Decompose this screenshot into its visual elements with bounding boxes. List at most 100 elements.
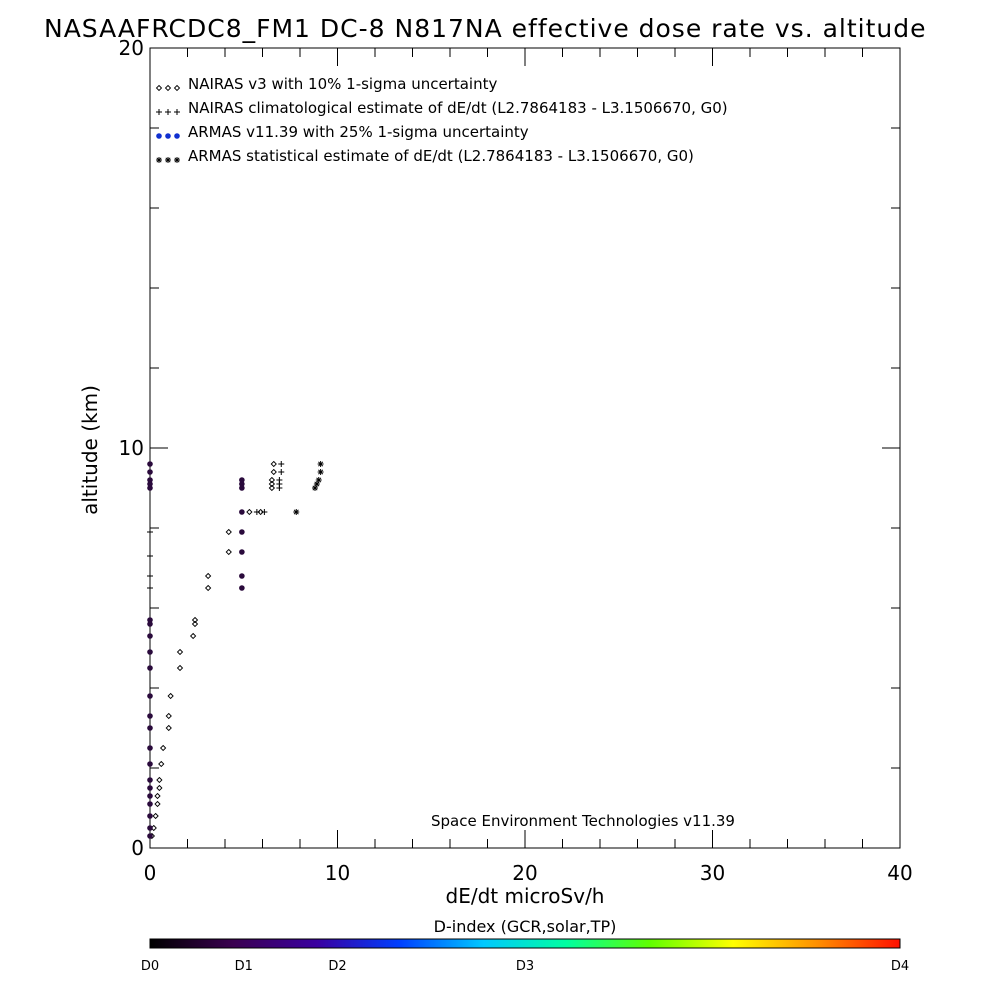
dot-point — [147, 801, 153, 807]
dot-point — [147, 461, 153, 467]
x-axis-label: dE/dt microSv/h — [446, 884, 605, 908]
legend: NAIRAS v3 with 10% 1-sigma uncertainty NA… — [155, 75, 728, 165]
dot-point — [239, 573, 245, 579]
plus-point — [147, 529, 153, 535]
x-tick-label: 10 — [325, 861, 350, 885]
asterisk-stroke — [318, 469, 324, 475]
colorbar-title: D-index (GCR,solar,TP) — [434, 917, 617, 936]
diamond-point — [159, 744, 167, 752]
diamond-point — [156, 784, 163, 792]
asterisk-stroke — [156, 157, 162, 163]
diamond-point — [167, 692, 174, 700]
dot-point — [147, 725, 153, 731]
annotation-credit: Space Environment Technologies v11.39 — [431, 812, 735, 830]
dot-point — [147, 713, 153, 719]
asterisk-point — [315, 477, 322, 483]
diamond-point — [191, 620, 199, 628]
colorbar-label: D1 — [235, 959, 253, 974]
dot-point — [239, 549, 245, 555]
diamond-point — [164, 84, 172, 92]
x-tick-label: 20 — [512, 861, 537, 885]
plus-point — [147, 573, 153, 579]
chart-title: NASAAFRCDC8_FM1 DC-8 N817NA effective do… — [44, 14, 927, 43]
x-axis-ticks: 0 10 20 30 40 — [144, 48, 913, 885]
plus-point — [261, 509, 268, 515]
dot-point — [147, 633, 153, 639]
dot-point — [147, 477, 153, 483]
dot-point — [147, 469, 153, 475]
dot-point — [147, 793, 153, 799]
legend-label: ARMAS statistical estimate of dE/dt (L2.… — [188, 147, 694, 165]
diamond-point — [270, 460, 277, 468]
diamond-point — [204, 584, 212, 592]
asterisk-stroke — [316, 477, 322, 483]
x-tick-label: 40 — [887, 861, 912, 885]
diamond-point — [257, 508, 264, 516]
diamond-point — [225, 528, 232, 536]
diamond-point — [154, 792, 161, 800]
diamond-point — [176, 664, 184, 672]
plus-point — [278, 469, 285, 475]
plus-point — [147, 553, 153, 559]
dot-point — [156, 133, 162, 139]
asterisk-stroke — [174, 157, 180, 163]
diamond-point — [191, 616, 199, 624]
dot-point — [239, 585, 245, 591]
dot-point — [147, 621, 153, 627]
y-tick-label: 20 — [119, 36, 144, 60]
legend-label: ARMAS v11.39 with 25% 1-sigma uncertaint… — [188, 123, 529, 141]
y-axis-label: altitude (km) — [78, 385, 102, 515]
diamond-point — [158, 760, 165, 768]
y-tick-label: 10 — [119, 436, 144, 460]
dot-point — [147, 777, 153, 783]
dot-point — [147, 665, 153, 671]
dot-point — [147, 785, 153, 791]
plus-point — [253, 509, 260, 515]
colorbar-label: D0 — [141, 959, 159, 974]
asterisk-stroke — [293, 509, 299, 515]
legend-label: NAIRAS v3 with 10% 1-sigma uncertainty — [188, 75, 497, 93]
dot-point — [239, 485, 245, 491]
diamond-point — [246, 508, 253, 516]
diamond-point — [189, 632, 197, 640]
dot-point — [147, 825, 153, 831]
diamond-point — [165, 724, 172, 732]
plus-point — [276, 477, 283, 483]
asterisk-point — [317, 469, 324, 475]
plus-point — [278, 461, 285, 467]
diamond-point — [176, 648, 184, 656]
diamond-point — [155, 84, 163, 92]
dot-point — [239, 509, 245, 515]
dot-point — [165, 133, 171, 139]
diamond-point — [270, 468, 277, 476]
x-tick-label: 0 — [144, 861, 157, 885]
dot-point — [147, 745, 153, 751]
dot-point — [147, 833, 153, 839]
dot-point — [147, 761, 153, 767]
colorbar-labels: D0 D1 D2 D3 D4 — [141, 959, 909, 974]
dot-point — [174, 133, 180, 139]
y-tick-label: 0 — [131, 836, 144, 860]
dot-point — [239, 481, 245, 487]
dot-point — [147, 485, 153, 491]
dot-point — [147, 649, 153, 655]
plus-point — [147, 585, 153, 591]
diamond-point — [225, 548, 232, 556]
colorbar — [149, 938, 901, 949]
diamond-point — [268, 484, 276, 492]
asterisk-stroke — [318, 461, 324, 467]
dot-point — [239, 477, 245, 483]
dot-point — [147, 617, 153, 623]
dot-point — [147, 481, 153, 487]
diamond-point — [268, 476, 276, 484]
asterisk-point — [293, 509, 300, 515]
plus-point — [165, 109, 171, 115]
diamond-point — [165, 712, 172, 720]
diamond-point — [154, 800, 161, 808]
legend-label: NAIRAS climatological estimate of dE/dt … — [188, 99, 728, 117]
diamond-point — [204, 572, 212, 580]
diamond-point — [156, 776, 163, 784]
y-axis-ticks: 0 10 20 — [119, 36, 900, 860]
colorbar-label: D4 — [891, 959, 909, 974]
asterisk-point — [165, 157, 171, 163]
